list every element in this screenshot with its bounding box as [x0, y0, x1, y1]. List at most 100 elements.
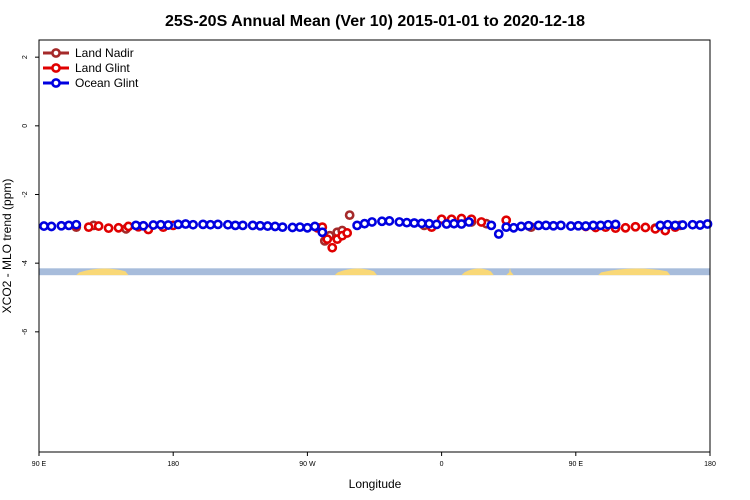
data-point: [131, 220, 141, 231]
data-point: [342, 228, 353, 238]
data-point: [198, 219, 208, 230]
x-axis: 90 E 180 90 W 0 90 E 180: [32, 452, 716, 468]
legend-item: Ocean Glint: [43, 76, 139, 90]
data-point: [449, 218, 459, 229]
data-point: [662, 219, 673, 230]
data-point: [424, 218, 435, 229]
data-point: [456, 219, 467, 229]
data-point: [409, 218, 420, 228]
legend-marker: [51, 63, 61, 73]
x-tick-label: 180: [167, 461, 179, 468]
data-point: [352, 220, 363, 231]
map-land-4: [598, 268, 671, 276]
data-point: [464, 217, 474, 227]
data-point: [213, 219, 223, 230]
y-tick-label: 0: [22, 124, 29, 128]
x-tick-label: 90 E: [569, 461, 584, 468]
x-tick-label: 180: [704, 461, 716, 468]
data-point: [155, 219, 166, 230]
data-point: [39, 221, 49, 231]
data-point: [416, 218, 427, 229]
data-point: [255, 220, 266, 231]
legend-item: Land Glint: [43, 61, 130, 75]
data-point: [317, 227, 328, 238]
x-tick-label: 90 W: [299, 461, 316, 468]
x-tick-label: 0: [440, 461, 444, 468]
data-point: [148, 220, 159, 230]
map-land-2: [461, 268, 494, 276]
data-point: [56, 220, 67, 231]
data-point: [93, 221, 104, 231]
series-ocean-glint: [39, 216, 713, 239]
map-land-0: [76, 268, 129, 276]
data-point: [277, 222, 288, 233]
data-point: [565, 221, 576, 231]
data-point: [344, 210, 355, 220]
legend-label: Land Nadir: [75, 46, 134, 60]
data-point: [287, 222, 298, 233]
map-ocean: [39, 268, 710, 276]
data-point: [83, 222, 94, 233]
y-axis: 2 0 -2 -4 -6: [22, 55, 39, 335]
data-point: [670, 220, 681, 231]
y-tick-label: -2: [22, 191, 29, 197]
data-point: [230, 220, 241, 231]
data-point: [367, 217, 377, 227]
data-point: [476, 217, 487, 227]
data-point: [377, 216, 387, 227]
data-point: [501, 222, 512, 233]
data-point: [163, 220, 174, 230]
x-axis-label: Longitude: [349, 477, 402, 491]
y-tick-label: 2: [22, 55, 29, 59]
data-point: [188, 219, 198, 230]
data-point: [262, 221, 273, 231]
data-point: [71, 219, 82, 230]
data-point: [588, 220, 599, 231]
data-point: [173, 219, 184, 230]
data-point: [695, 220, 705, 230]
data-point: [247, 220, 258, 231]
y-tick-label: -4: [22, 260, 29, 266]
data-point: [46, 221, 57, 232]
data-point: [580, 221, 591, 231]
legend-label: Ocean Glint: [75, 76, 139, 90]
data-point: [620, 222, 631, 233]
y-tick-label: -6: [22, 329, 29, 335]
data-point: [327, 242, 338, 253]
plot-frame: [38, 39, 711, 453]
data-point: [573, 220, 584, 231]
data-point: [103, 223, 114, 234]
x-tick-label: 90 E: [32, 461, 47, 468]
data-point: [222, 219, 233, 230]
map-land-3: [506, 268, 514, 276]
data-points: [39, 210, 713, 253]
data-point: [295, 222, 305, 233]
data-point: [123, 221, 134, 232]
y-axis-label: XCO2 - MLO trend (ppm): [0, 179, 14, 314]
data-point: [431, 219, 442, 230]
data-point: [270, 221, 280, 232]
legend-label: Land Glint: [75, 61, 130, 75]
data-point: [113, 222, 124, 233]
data-point: [302, 222, 313, 233]
legend-item: Land Nadir: [43, 46, 134, 60]
legend-marker: [51, 78, 61, 88]
data-point: [384, 216, 395, 226]
data-point: [394, 217, 405, 227]
data-point: [508, 222, 519, 233]
data-point: [702, 219, 713, 229]
data-point: [541, 220, 551, 231]
data-point: [63, 220, 74, 231]
data-point: [486, 220, 497, 231]
data-point: [655, 220, 666, 231]
data-point: [523, 220, 534, 231]
data-point: [237, 220, 248, 231]
data-point: [677, 220, 688, 230]
data-point: [595, 220, 606, 231]
data-point: [322, 234, 333, 245]
data-point: [205, 219, 216, 230]
data-point: [640, 222, 651, 233]
chart-title: 25S-20S Annual Mean (Ver 10) 2015-01-01 …: [165, 13, 585, 30]
data-point: [441, 219, 452, 229]
